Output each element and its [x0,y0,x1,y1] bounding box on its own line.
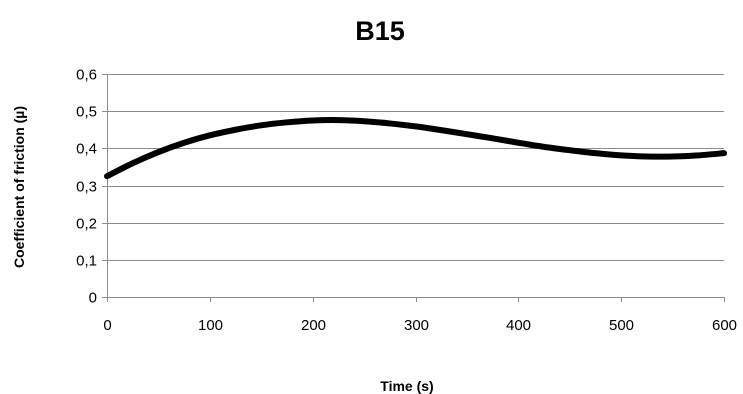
x-tick-label: 500 [609,317,634,334]
y-tick-label: 0,5 [76,104,97,121]
y-tick-label: 0,1 [76,253,97,270]
x-tick-label: 200 [301,317,326,334]
chart-title: B15 [355,16,405,46]
x-tick-labels: 0 100 200 300 400 500 600 [103,317,737,334]
x-tick-label: 100 [198,317,223,334]
x-tick-label: 400 [506,317,531,334]
y-tick-label: 0,4 [76,141,97,158]
y-tick-labels: 0 0,1 0,2 0,3 0,4 0,5 0,6 [76,67,97,307]
x-axis-label: Time (s) [380,378,433,394]
x-tick-label: 300 [404,317,429,334]
y-tick-label: 0 [89,290,97,307]
series-line [104,117,727,180]
y-axis-label: Coefficient of friction (µ) [11,106,27,268]
y-tick-label: 0,6 [76,67,97,84]
y-tick-label: 0,3 [76,179,97,196]
series-layer [104,117,727,180]
axes-layer [102,74,725,302]
x-tick-label: 0 [103,317,111,334]
grid-layer [107,74,724,261]
x-tick-label: 600 [712,317,737,334]
y-tick-label: 0,2 [76,216,97,233]
